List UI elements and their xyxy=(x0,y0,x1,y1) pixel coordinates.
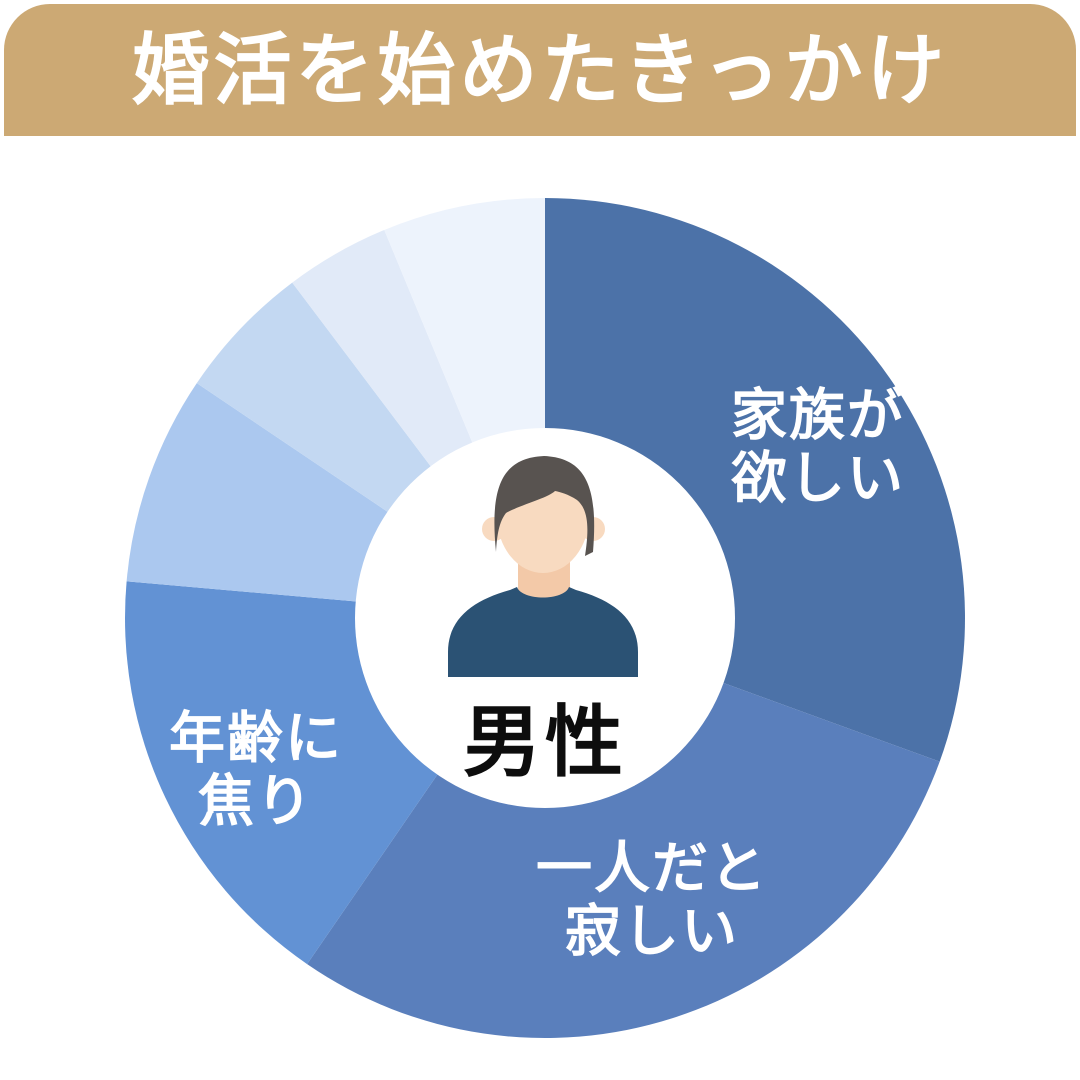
center-group-label: 男性 xyxy=(462,698,628,786)
title-banner: 婚活を始めたきっかけ xyxy=(4,4,1076,136)
avatar-hair xyxy=(494,456,595,556)
avatar-shirt xyxy=(448,587,638,677)
segment-label-family: 家族が 欲しい xyxy=(731,383,905,509)
segment-label-lonely: 一人だと 寂しい xyxy=(536,836,768,962)
male-avatar-icon xyxy=(448,456,638,677)
page-title: 婚活を始めたきっかけ xyxy=(131,26,949,114)
segment-label-age: 年齢に 焦り xyxy=(169,706,343,832)
pie-segment-1 xyxy=(307,618,940,1038)
